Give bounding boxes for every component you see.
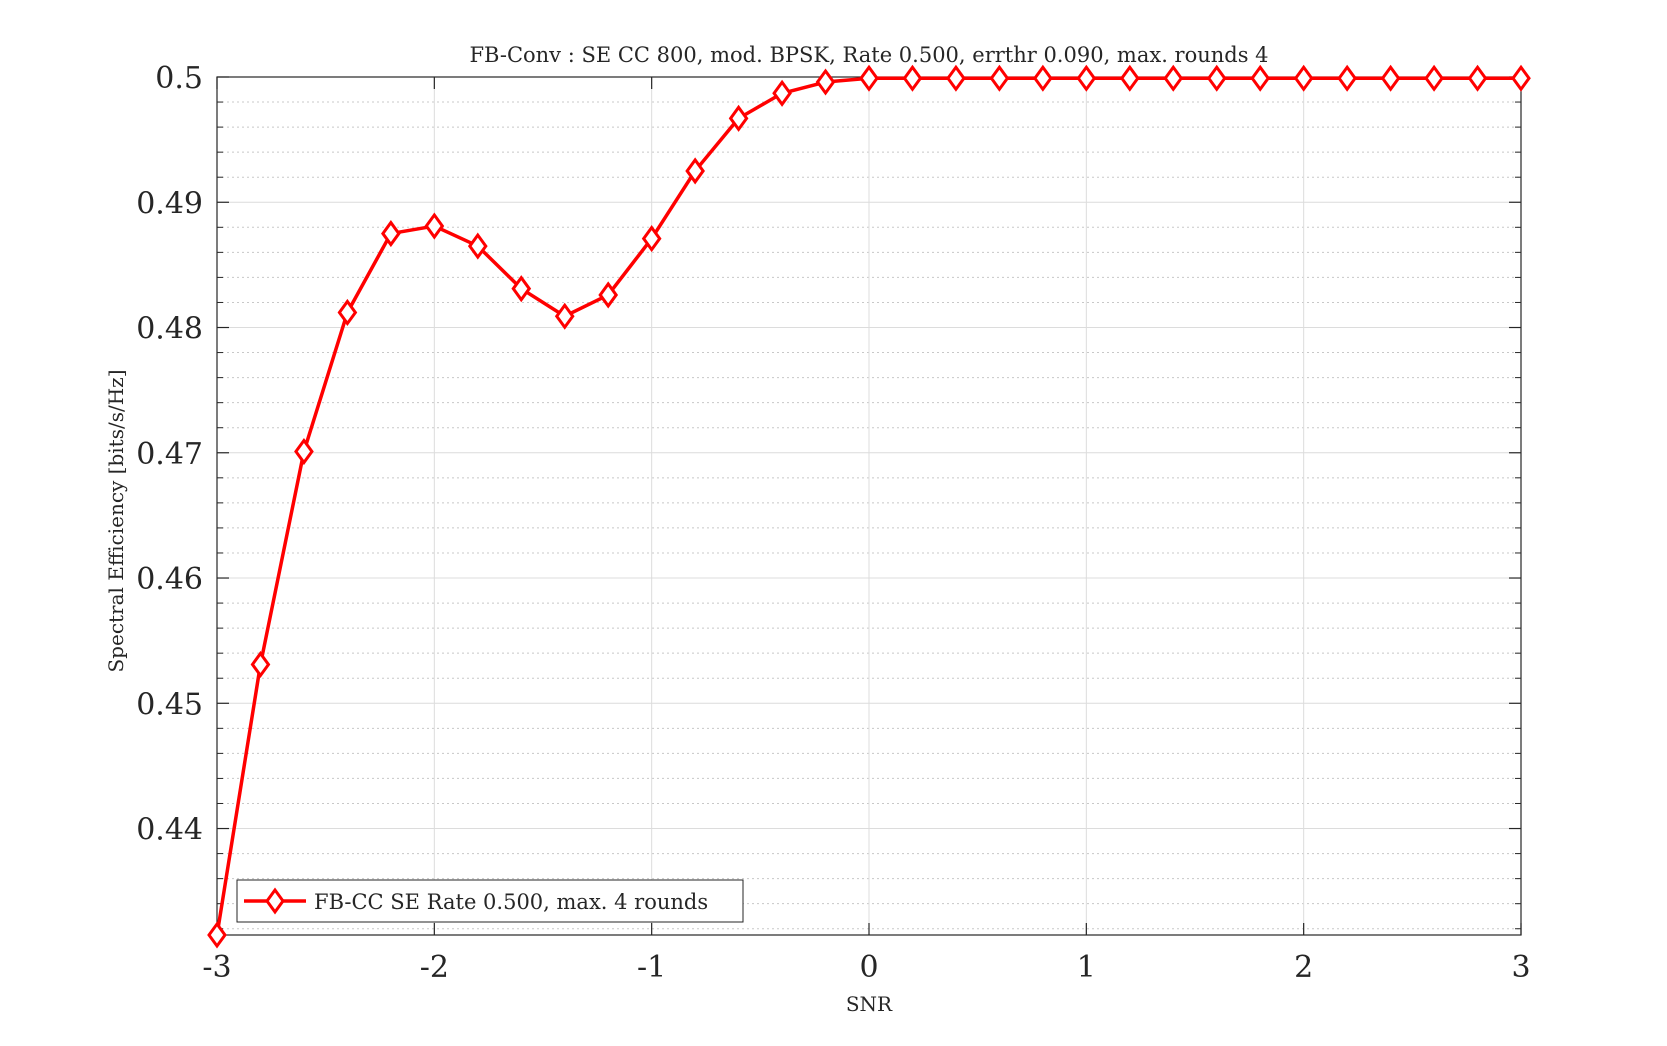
y-tick-label: 0.5 [155, 61, 203, 96]
data-point-marker [685, 157, 705, 185]
x-tick-label: -1 [637, 950, 666, 985]
data-point-marker [1119, 64, 1140, 92]
data-point-marker [1163, 64, 1184, 92]
data-point-marker [902, 64, 923, 92]
data-point-marker [337, 298, 358, 327]
data-point-marker [1337, 64, 1357, 92]
data-point-marker [207, 921, 227, 949]
data-point-marker [1293, 64, 1314, 92]
data-point-marker [424, 212, 445, 240]
data-point-marker [467, 232, 488, 260]
y-tick-label: 0.48 [136, 312, 203, 347]
axis-ticks: 0.44 0.45 0.46 0.47 0.48 0.49 0.5 -3 -2 -1 0 1 2 3 [136, 61, 1530, 985]
data-point-marker [1424, 64, 1444, 92]
y-axis-title: Spectral Efficiency [bits/s/Hz] [104, 369, 128, 672]
x-tick-label: -2 [420, 950, 449, 985]
y-tick-label: 0.45 [136, 687, 203, 722]
legend-diamond-marker [265, 887, 285, 915]
data-point-marker [598, 281, 619, 309]
data-point-marker [946, 64, 966, 92]
data-point-marker [294, 437, 314, 466]
legend: FB-CC SE Rate 0.500, max. 4 rounds [236, 879, 744, 923]
data-point-marker [859, 64, 879, 92]
chart-title: FB-Conv : SE CC 800, mod. BPSK, Rate 0.5… [469, 43, 1268, 67]
data-point-marker [772, 79, 792, 107]
x-tick-label: 0 [859, 950, 878, 985]
x-tick-label: 2 [1294, 950, 1313, 985]
data-point-marker [1076, 64, 1097, 92]
data-point-marker [815, 68, 836, 96]
data-point-marker [1467, 64, 1488, 92]
y-tick-label: 0.49 [136, 186, 203, 221]
data-point-marker [1033, 64, 1053, 92]
legend-box [236, 879, 744, 923]
data-point-marker [641, 225, 662, 253]
data-point-marker [511, 275, 532, 303]
y-tick-label: 0.44 [136, 813, 203, 848]
data-point-marker [1511, 64, 1531, 92]
x-tick-label: -3 [202, 950, 231, 985]
x-tick-label: 1 [1077, 950, 1096, 985]
data-point-marker [728, 104, 749, 132]
data-point-marker [1250, 64, 1271, 92]
x-axis-title: SNR [846, 992, 893, 1016]
legend-label: FB-CC SE Rate 0.500, max. 4 rounds [314, 890, 708, 914]
series-layer [207, 64, 1531, 949]
x-tick-label: 3 [1511, 950, 1530, 985]
data-point-marker [381, 220, 401, 248]
y-tick-label: 0.46 [136, 562, 203, 597]
grid [216, 76, 1522, 935]
y-tick-label: 0.47 [136, 437, 203, 472]
data-point-marker [1380, 64, 1401, 92]
data-point-marker [554, 302, 575, 330]
data-point-marker [989, 64, 1010, 92]
data-point-marker [1206, 64, 1227, 92]
data-point-marker [250, 650, 271, 678]
